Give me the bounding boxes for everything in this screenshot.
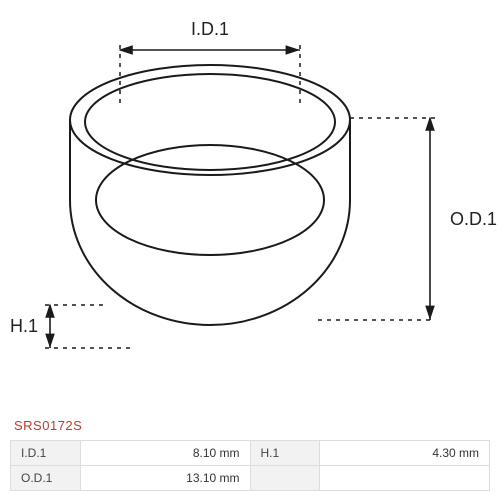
cell-value: 13.10 mm [80,466,250,491]
cell-label: O.D.1 [11,466,81,491]
cell-value: 4.30 mm [320,441,490,466]
cell-value [320,466,490,491]
part-code: SRS0172S [14,418,82,433]
label-id1: I.D.1 [191,19,229,39]
cell-label [250,466,320,491]
label-h1: H.1 [10,316,38,336]
cell-label: I.D.1 [11,441,81,466]
table-row: I.D.1 8.10 mm H.1 4.30 mm [11,441,490,466]
table-row: O.D.1 13.10 mm [11,466,490,491]
cell-value: 8.10 mm [80,441,250,466]
dimension-diagram: I.D.1 O.D.1 H.1 [0,0,500,420]
cell-label: H.1 [250,441,320,466]
label-od1: O.D.1 [450,209,497,229]
dimensions-table: I.D.1 8.10 mm H.1 4.30 mm O.D.1 13.10 mm [10,440,490,491]
